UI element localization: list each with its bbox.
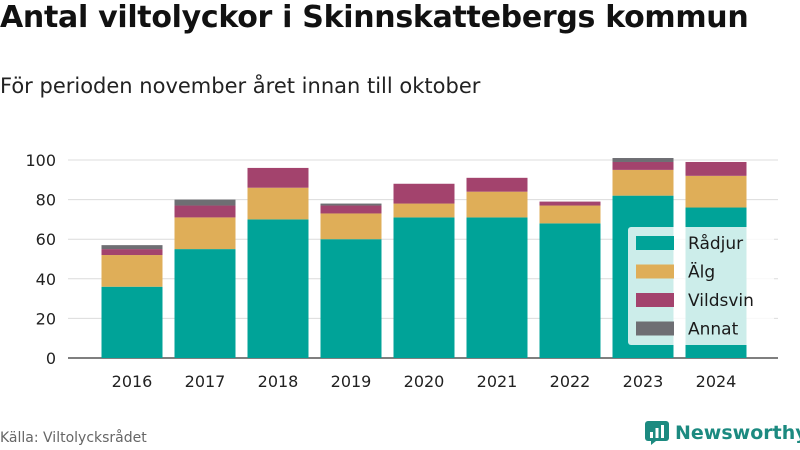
bar-segment <box>539 205 601 224</box>
bar-segment <box>101 286 163 358</box>
x-tick-label: 2021 <box>477 372 518 391</box>
bar-segment <box>320 205 382 214</box>
legend-label: Vildsvin <box>688 291 754 311</box>
bar-segment <box>320 213 382 240</box>
legend-label: Rådjur <box>688 233 743 254</box>
bar-segment <box>101 255 163 287</box>
legend-label: Älg <box>688 262 715 283</box>
legend: Rådjur Älg Vildsvin Annat <box>628 227 774 345</box>
bar-segment <box>466 217 528 358</box>
x-tick-label: 2024 <box>696 372 737 391</box>
x-axis-ticks: 2016 2017 2018 2019 2020 2021 2022 2023 2024 <box>112 372 737 391</box>
newsworthy-logo: Newsworthy <box>645 420 800 446</box>
bar-segment <box>685 175 747 208</box>
stacked-bar-chart: 2016 2017 2018 2019 2020 2021 2022 2023 2024 0 20… <box>25 151 778 391</box>
bar-segment <box>612 161 674 170</box>
legend-swatch <box>636 321 674 336</box>
bar-segment <box>539 223 601 358</box>
x-tick-label: 2023 <box>623 372 664 391</box>
bar-segment <box>101 245 163 250</box>
legend-swatch <box>636 236 674 250</box>
y-tick-label: 60 <box>36 230 56 249</box>
x-tick-label: 2018 <box>258 372 299 391</box>
legend-swatch <box>636 293 674 307</box>
y-axis-ticks: 0 20 40 60 80 100 <box>25 151 56 368</box>
bar-segment <box>320 203 382 206</box>
y-tick-label: 80 <box>36 191 56 210</box>
x-tick-label: 2016 <box>112 372 153 391</box>
y-tick-label: 20 <box>36 309 56 328</box>
bar-segment <box>539 201 601 206</box>
bar-segment <box>393 183 455 204</box>
bar-segment <box>393 203 455 218</box>
legend-label: Annat <box>688 320 739 340</box>
bar-segment <box>174 205 236 218</box>
bar-segment <box>612 158 674 162</box>
bar-segment <box>174 249 236 358</box>
chart-subtitle: För perioden november året innan till ok… <box>0 74 481 98</box>
bar-segment <box>101 249 163 256</box>
bar-segment <box>247 219 309 358</box>
y-tick-label: 100 <box>25 151 56 170</box>
bar-segment <box>174 217 236 250</box>
bar-segment <box>685 161 747 176</box>
brand-name: Newsworthy <box>675 422 800 444</box>
bar-segment <box>247 187 309 220</box>
legend-swatch <box>636 264 674 279</box>
x-tick-label: 2017 <box>185 372 226 391</box>
bar-segment <box>320 239 382 358</box>
x-tick-label: 2019 <box>331 372 372 391</box>
bar-segment <box>174 199 236 206</box>
newsworthy-logo-icon <box>645 421 669 445</box>
bar-segment <box>466 177 528 192</box>
bar-segment <box>247 167 309 188</box>
bar-segment <box>466 191 528 218</box>
x-tick-label: 2022 <box>550 372 591 391</box>
bar-segment <box>612 169 674 196</box>
y-tick-label: 40 <box>36 270 56 289</box>
bar-segment <box>393 217 455 358</box>
x-tick-label: 2020 <box>404 372 445 391</box>
y-tick-label: 0 <box>46 349 56 368</box>
legend-box <box>628 227 774 345</box>
chart-title: Antal viltolyckor i Skinnskattebergs kom… <box>0 0 749 35</box>
source-note: Källa: Viltolycksrådet <box>0 430 147 446</box>
